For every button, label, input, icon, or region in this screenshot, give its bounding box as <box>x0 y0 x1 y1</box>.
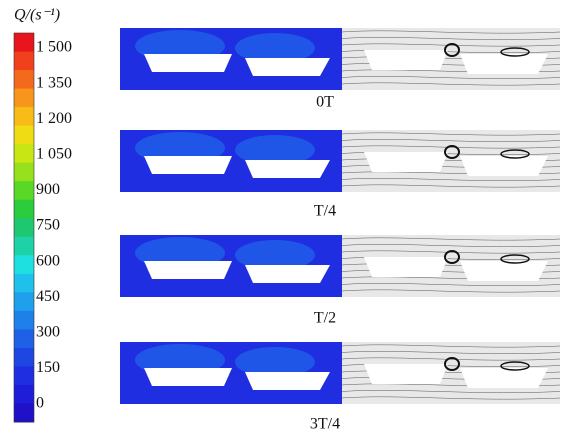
streamline <box>341 184 561 188</box>
colorbar-segment <box>14 70 34 90</box>
colorbar-segment <box>14 199 34 219</box>
body <box>460 261 548 281</box>
colorbar-segment <box>14 162 34 182</box>
colorbar-segment <box>14 255 34 275</box>
colorbar-segment <box>14 33 34 53</box>
vortex <box>500 361 530 371</box>
body <box>364 257 448 277</box>
colorbar-segment <box>14 236 34 256</box>
colorbar-label: 1 350 <box>36 74 72 91</box>
body <box>144 261 232 279</box>
colorbar-segment <box>14 347 34 367</box>
vortex <box>444 145 460 159</box>
body <box>245 372 330 390</box>
body <box>144 54 232 72</box>
streamline <box>341 357 561 361</box>
streamline <box>341 351 561 354</box>
colorbar-segment <box>14 366 34 386</box>
streamline <box>341 344 561 348</box>
vortex-blob <box>235 135 315 165</box>
streamline <box>341 37 561 40</box>
vortex-blob <box>235 347 315 377</box>
colorbar-label: 900 <box>36 181 60 198</box>
panels: 0T T/4 T/2 3T/4 <box>120 28 561 433</box>
colorbar-segment <box>14 292 34 312</box>
colorbar-label: 600 <box>36 252 60 269</box>
body <box>364 50 448 70</box>
streamline <box>341 396 561 400</box>
colorbar-segment <box>14 273 34 293</box>
streamline <box>341 145 561 149</box>
panel-caption: T/4 <box>314 203 336 220</box>
colorbar-label: 1 200 <box>36 110 72 127</box>
body <box>460 156 548 176</box>
streamline <box>341 82 561 86</box>
colorbar-segment <box>14 51 34 71</box>
colorbar-label: 150 <box>36 359 60 376</box>
streamline <box>341 283 561 286</box>
colorbar-segment <box>14 144 34 164</box>
streamline <box>341 250 561 254</box>
panel: T/2 <box>120 235 561 327</box>
colorbar-segment <box>14 329 34 349</box>
colorbar-segment <box>14 125 34 145</box>
streamline <box>341 139 561 142</box>
body <box>245 160 330 178</box>
streamline <box>341 43 561 47</box>
colorbar-label: 0 <box>36 395 44 412</box>
body <box>460 54 548 74</box>
body <box>245 58 330 76</box>
body <box>364 152 448 172</box>
colorbar-segment <box>14 403 34 423</box>
panel: 0T <box>120 28 561 111</box>
streamline <box>341 132 561 136</box>
body <box>144 156 232 174</box>
colorbar-label: 750 <box>36 217 60 234</box>
colorbar-frame <box>13 32 35 423</box>
streamline <box>341 76 561 79</box>
colorbar-label: 1 500 <box>36 39 72 56</box>
colorbar-segment <box>14 88 34 108</box>
body <box>460 368 548 388</box>
colorbar-title: Q/(s⁻¹) <box>14 7 60 24</box>
body <box>364 364 448 384</box>
vortex <box>500 254 530 264</box>
colorbar-segment <box>14 310 34 330</box>
streamline <box>341 178 561 181</box>
vortex <box>444 43 460 57</box>
colorbar-segment <box>14 107 34 127</box>
vortex <box>500 149 530 159</box>
colorbar-label: 1 050 <box>36 145 72 162</box>
panel: 3T/4 <box>120 342 561 433</box>
colorbar-segment <box>14 218 34 238</box>
vortex-blob <box>235 33 315 63</box>
panel-caption: 0T <box>316 94 334 111</box>
vortex <box>500 47 530 57</box>
vortex <box>444 357 460 371</box>
vortex <box>444 250 460 264</box>
colorbar-label: 300 <box>36 323 60 340</box>
streamline <box>341 244 561 247</box>
panel-caption: 3T/4 <box>310 416 340 433</box>
vortex-blob <box>235 240 315 270</box>
streamline <box>341 390 561 393</box>
colorbar: 1 500 1 350 1 200 1 050 900 750 600 450 300 150 0 <box>13 32 72 423</box>
panel: T/4 <box>120 130 561 220</box>
body <box>144 368 232 386</box>
streamline <box>341 289 561 293</box>
colorbar-label: 450 <box>36 288 60 305</box>
colorbar-segment <box>14 181 34 201</box>
streamline <box>341 237 561 241</box>
body <box>245 265 330 283</box>
colorbar-segment <box>14 384 34 404</box>
streamline <box>341 30 561 34</box>
panel-caption: T/2 <box>314 310 336 327</box>
